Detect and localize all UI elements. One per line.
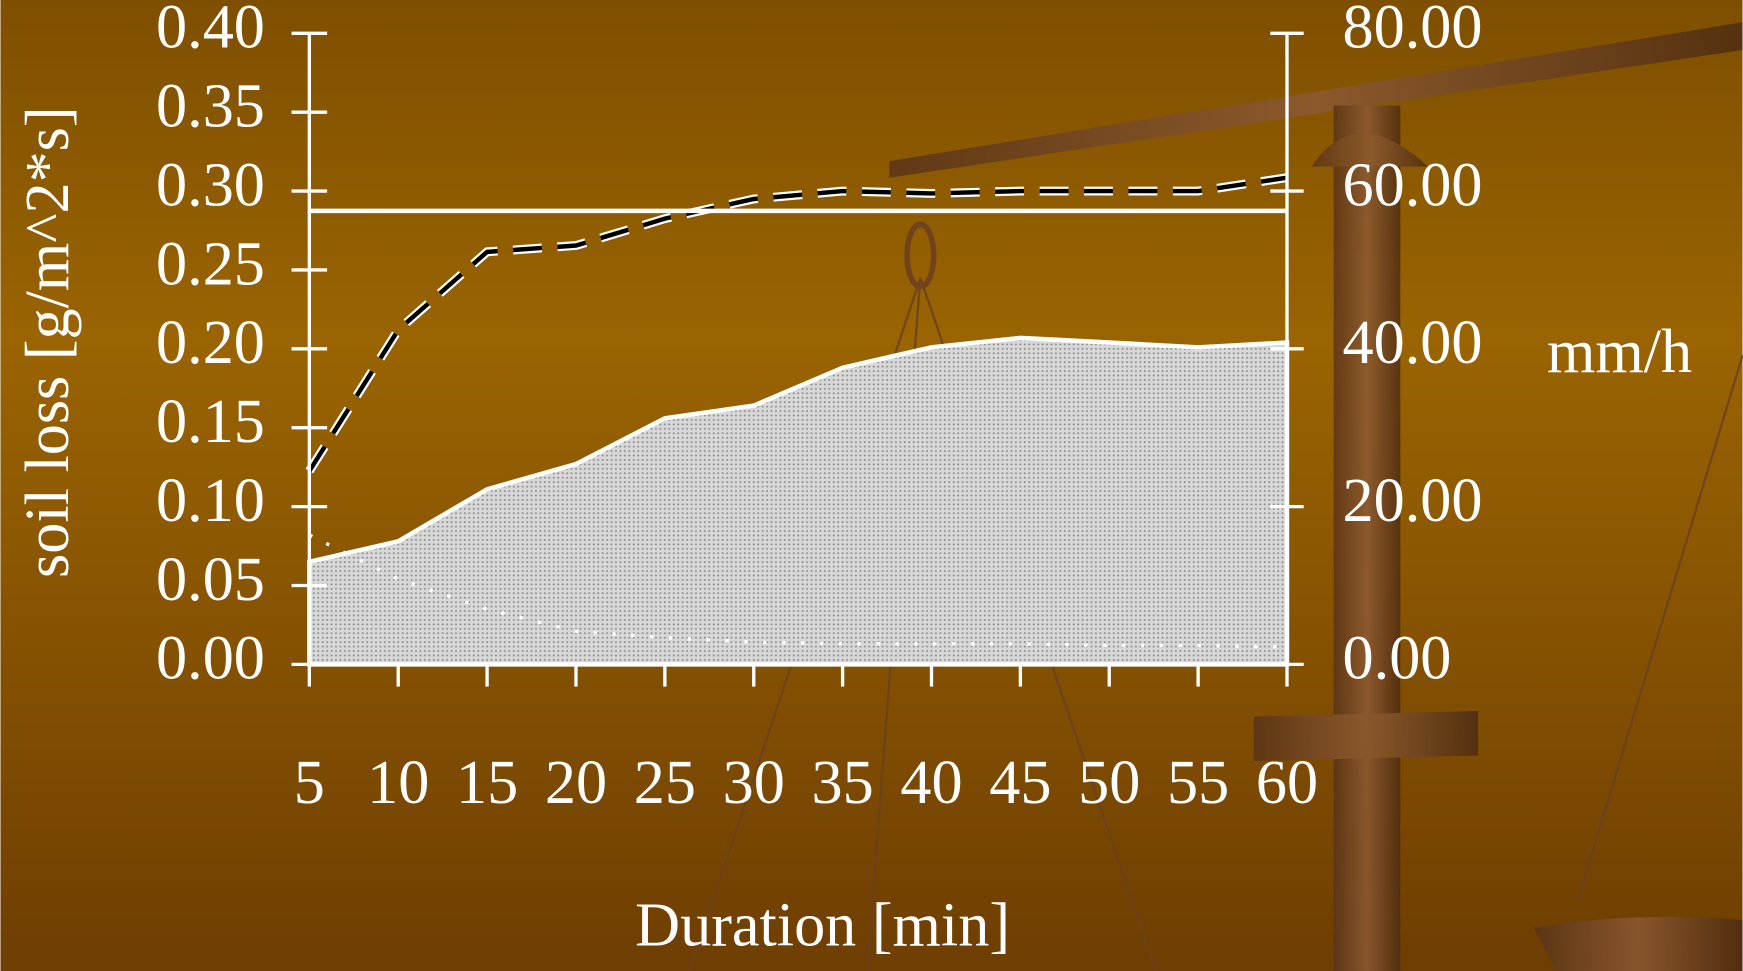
x-tick-label: 50: [1078, 749, 1140, 817]
x-tick-label: 15: [456, 749, 518, 817]
x-tick-label: 25: [634, 749, 696, 817]
x-tick-label: 60: [1256, 749, 1318, 817]
y2-tick-label: 60.00: [1343, 151, 1483, 219]
x-tick-label: 10: [367, 749, 429, 817]
y2-axis-label: mm/h: [1547, 318, 1692, 386]
x-tick-label: 5: [294, 749, 325, 817]
x-tick-label: 55: [1167, 749, 1229, 817]
y-tick-label: 0.10: [156, 467, 265, 535]
y-tick-label: 0.35: [156, 72, 265, 140]
y-tick-label: 0.15: [156, 388, 265, 456]
x-tick-label: 35: [812, 749, 874, 817]
y2-tick-label: 20.00: [1343, 467, 1483, 535]
y2-tick-label: 80.00: [1343, 0, 1483, 62]
y-tick-label: 0.20: [156, 309, 265, 377]
y-axis-label: soil loss [g/m^2*s]: [14, 106, 82, 578]
y-tick-label: 0.00: [156, 625, 265, 693]
y-tick-label: 0.05: [156, 546, 265, 614]
x-axis-label: Duration [min]: [635, 891, 1010, 959]
chart: 0.00 0.05 0.10 0.15 0.20 0.25 0.30 0.35 0.40 0.00…: [0, 0, 1743, 971]
y2-tick-label: 40.00: [1343, 309, 1483, 377]
y-tick-label: 0.25: [156, 230, 265, 298]
x-tick-label: 20: [545, 749, 607, 817]
x-tick-label: 40: [900, 749, 962, 817]
x-tick-label: 30: [723, 749, 785, 817]
x-tick-label: 45: [989, 749, 1051, 817]
y2-tick-label: 0.00: [1343, 625, 1452, 693]
y-tick-label: 0.40: [156, 0, 265, 62]
y-tick-label: 0.30: [156, 151, 265, 219]
